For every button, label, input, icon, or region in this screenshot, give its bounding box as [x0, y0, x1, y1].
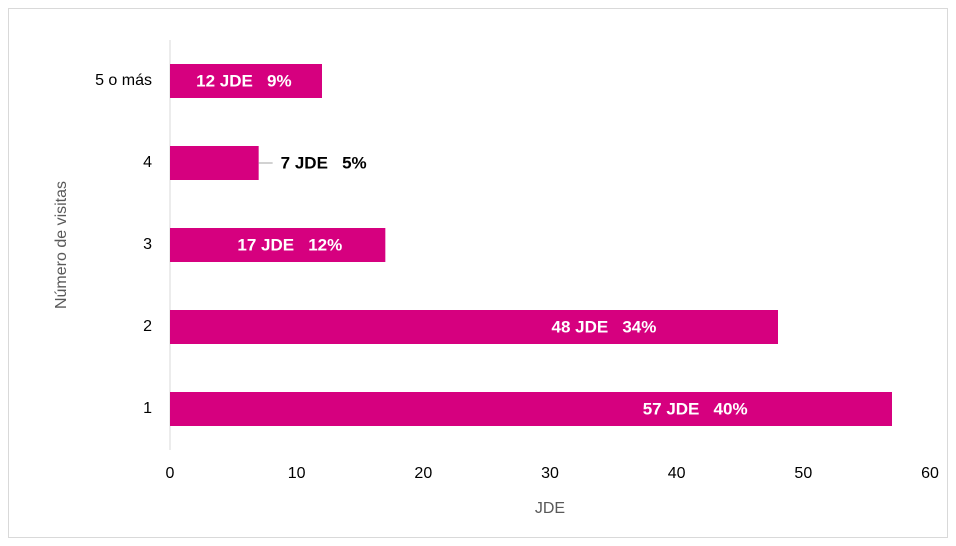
x-tick-label: 40: [668, 465, 686, 482]
bar: [170, 64, 322, 98]
bar: [170, 310, 778, 344]
y-axis-title: Número de visitas: [53, 181, 70, 309]
x-tick-label: 20: [414, 465, 432, 482]
x-tick-label: 0: [166, 465, 175, 482]
bar: [170, 392, 892, 426]
data-label: 12 JDE 9%: [196, 71, 291, 90]
chart-border: [8, 8, 948, 538]
y-tick-label: 1: [143, 400, 152, 417]
y-tick-label: 3: [143, 236, 152, 253]
bar: [170, 146, 259, 180]
x-tick-label: 50: [794, 465, 812, 482]
data-label: 57 JDE 40%: [643, 399, 748, 418]
y-tick-label: 2: [143, 318, 152, 335]
y-tick-label: 5 o más: [95, 72, 152, 89]
y-tick-label: 4: [143, 154, 152, 171]
data-label: 48 JDE 34%: [551, 317, 656, 336]
data-label: 7 JDE 5%: [281, 153, 367, 172]
x-tick-label: 60: [921, 465, 939, 482]
x-axis-title: JDE: [535, 500, 565, 517]
x-tick-label: 30: [541, 465, 559, 482]
x-tick-label: 10: [288, 465, 306, 482]
bar: [170, 228, 386, 262]
data-label: 17 JDE 12%: [237, 235, 342, 254]
